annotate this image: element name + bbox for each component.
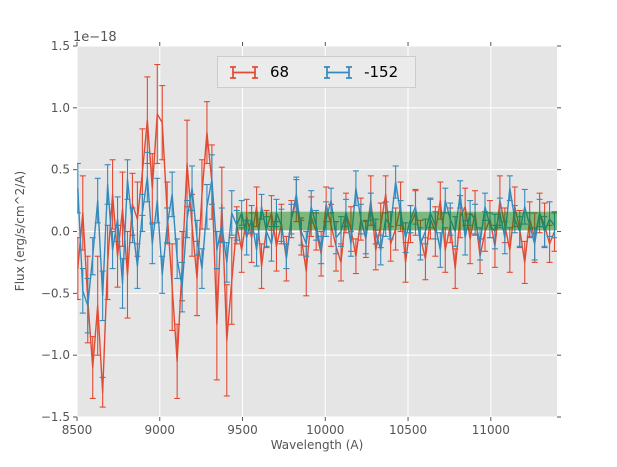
y-tick-label: −1.0 xyxy=(41,348,70,362)
y-tick-label: −0.5 xyxy=(41,286,70,300)
x-tick-label: 10000 xyxy=(306,423,344,437)
x-tick-label: 10500 xyxy=(389,423,427,437)
legend: 68 -152 xyxy=(217,56,416,88)
reference-band xyxy=(236,211,557,231)
x-tick-label: 9500 xyxy=(227,423,258,437)
data-layer xyxy=(77,64,557,408)
legend-item--152: -152 xyxy=(323,64,398,81)
y-axis-offset-text: 1e−18 xyxy=(73,30,117,45)
legend-item-68: 68 xyxy=(229,64,289,81)
errorbar-marker-icon xyxy=(324,65,353,79)
x-axis-label: Wavelength (A) xyxy=(270,438,364,452)
y-tick-label: 1.5 xyxy=(51,39,70,53)
x-tick-label: 8500 xyxy=(62,423,93,437)
x-tick-label: 9000 xyxy=(144,423,175,437)
y-tick-label: −1.5 xyxy=(41,410,70,424)
y-tick-label: 0.5 xyxy=(51,163,70,177)
series-line xyxy=(77,176,556,307)
errorbar-marker-icon xyxy=(230,65,258,79)
legend-label: 68 xyxy=(270,62,290,81)
y-tick-label: 0.0 xyxy=(51,225,70,239)
y-tick-label: 1.0 xyxy=(51,101,70,115)
y-axis-label: Flux (erg/s/cm^2/A) xyxy=(13,170,27,292)
legend-label: -152 xyxy=(364,62,399,81)
x-tick-label: 11000 xyxy=(472,423,510,437)
series--152 xyxy=(77,151,557,334)
